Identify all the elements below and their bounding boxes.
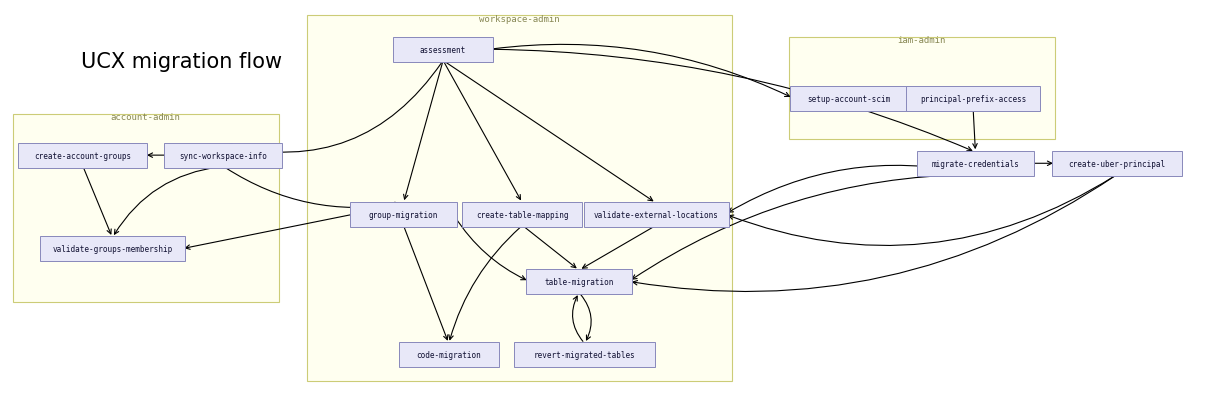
Text: setup-account-scim: setup-account-scim — [807, 94, 890, 103]
Text: sync-workspace-info: sync-workspace-info — [179, 151, 267, 160]
FancyBboxPatch shape — [917, 151, 1035, 176]
Text: group-migration: group-migration — [369, 210, 438, 219]
FancyBboxPatch shape — [462, 202, 582, 227]
FancyBboxPatch shape — [398, 342, 499, 367]
Text: code-migration: code-migration — [417, 351, 481, 359]
FancyBboxPatch shape — [12, 115, 278, 302]
FancyBboxPatch shape — [351, 202, 457, 227]
Text: assessment: assessment — [421, 46, 466, 55]
FancyBboxPatch shape — [906, 86, 1040, 111]
Text: table-migration: table-migration — [544, 277, 614, 286]
Text: UCX migration flow: UCX migration flow — [81, 52, 282, 72]
FancyBboxPatch shape — [1052, 151, 1182, 176]
Text: account-admin: account-admin — [110, 112, 180, 121]
FancyBboxPatch shape — [18, 144, 147, 168]
Text: create-uber-principal: create-uber-principal — [1068, 160, 1166, 169]
Text: revert-migrated-tables: revert-migrated-tables — [533, 351, 635, 359]
Text: create-table-mapping: create-table-mapping — [476, 210, 569, 219]
FancyBboxPatch shape — [526, 269, 633, 294]
Text: validate-external-locations: validate-external-locations — [593, 210, 718, 219]
FancyBboxPatch shape — [515, 342, 655, 367]
FancyBboxPatch shape — [308, 16, 732, 381]
FancyBboxPatch shape — [394, 38, 493, 63]
FancyBboxPatch shape — [40, 237, 185, 262]
Text: migrate-credentials: migrate-credentials — [932, 160, 1019, 169]
Text: validate-groups-membership: validate-groups-membership — [53, 245, 173, 254]
FancyBboxPatch shape — [788, 38, 1054, 139]
FancyBboxPatch shape — [790, 86, 907, 111]
Text: principal-prefix-access: principal-prefix-access — [920, 94, 1026, 103]
Text: iam-admin: iam-admin — [897, 36, 945, 45]
FancyBboxPatch shape — [584, 202, 728, 227]
Text: create-account-groups: create-account-groups — [34, 151, 131, 160]
FancyBboxPatch shape — [164, 144, 282, 168]
Text: workspace-admin: workspace-admin — [479, 15, 560, 24]
